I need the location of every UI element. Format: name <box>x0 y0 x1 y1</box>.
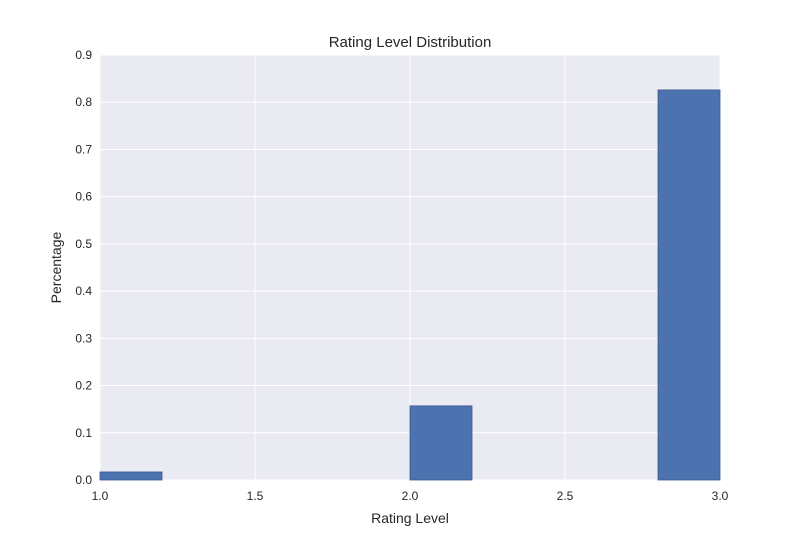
y-tick-label: 0.5 <box>75 237 92 251</box>
bars <box>99 89 721 481</box>
y-tick-label: 0.6 <box>75 190 92 204</box>
x-tick-label: 1.0 <box>92 489 109 503</box>
y-tick-label: 0.0 <box>75 473 92 487</box>
x-tick-label: 2.5 <box>557 489 574 503</box>
histogram-bar <box>99 471 163 481</box>
y-tick-label: 0.2 <box>75 379 92 393</box>
y-tick-label: 0.7 <box>75 142 92 156</box>
chart-title: Rating Level Distribution <box>329 34 492 51</box>
x-tick-label: 2.0 <box>402 489 419 503</box>
x-axis-label: Rating Level <box>371 510 449 526</box>
y-tick-label: 0.3 <box>75 331 92 345</box>
y-axis-label: Percentage <box>48 231 64 303</box>
y-tick-label: 0.9 <box>75 48 92 62</box>
y-tick-label: 0.1 <box>75 426 92 440</box>
histogram-bar <box>409 405 473 481</box>
y-tick-label: 0.8 <box>75 95 92 109</box>
x-tick-label: 3.0 <box>712 489 729 503</box>
tick-labels: 1.0 1.5 2.0 2.5 3.0 0.0 0.1 0.2 0.3 0.4 0.5 0.6 0.7 0… <box>75 48 728 503</box>
histogram-bar <box>657 89 721 481</box>
x-tick-label: 1.5 <box>247 489 264 503</box>
y-tick-label: 0.4 <box>75 284 92 298</box>
